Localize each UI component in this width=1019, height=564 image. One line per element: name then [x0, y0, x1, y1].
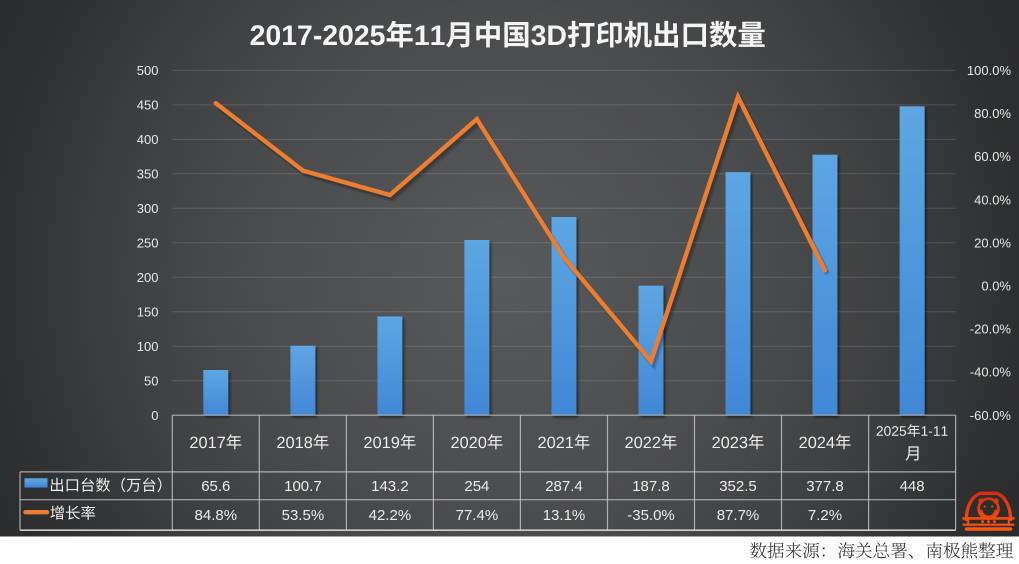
svg-text:254: 254: [464, 478, 489, 495]
svg-text:0.0%: 0.0%: [981, 279, 1011, 294]
svg-text:0: 0: [151, 408, 158, 423]
svg-text:448: 448: [900, 478, 925, 495]
svg-text:-40.0%: -40.0%: [970, 365, 1012, 380]
svg-text:100.0%: 100.0%: [967, 63, 1012, 78]
svg-text:450: 450: [137, 98, 159, 113]
svg-text:300: 300: [137, 201, 159, 216]
svg-text:100: 100: [137, 339, 159, 354]
svg-text:352.5: 352.5: [719, 478, 757, 495]
svg-text:-20.0%: -20.0%: [970, 322, 1012, 337]
svg-text:80.0%: 80.0%: [974, 106, 1011, 121]
svg-text:400: 400: [137, 132, 159, 147]
svg-text:20.0%: 20.0%: [974, 235, 1011, 250]
svg-text:13.1%: 13.1%: [543, 507, 586, 524]
svg-text:250: 250: [137, 235, 159, 250]
svg-text:40.0%: 40.0%: [974, 192, 1011, 207]
svg-text:42.2%: 42.2%: [369, 507, 412, 524]
svg-text:150: 150: [137, 304, 159, 319]
svg-text:350: 350: [137, 166, 159, 181]
svg-text:77.4%: 77.4%: [456, 507, 499, 524]
svg-text:-60.0%: -60.0%: [970, 408, 1012, 423]
svg-text:500: 500: [137, 63, 159, 78]
svg-text:200: 200: [137, 270, 159, 285]
svg-text:187.8: 187.8: [632, 478, 670, 495]
svg-text:143.2: 143.2: [371, 478, 409, 495]
svg-text:84.8%: 84.8%: [195, 507, 238, 524]
svg-text:-35.0%: -35.0%: [627, 507, 675, 524]
svg-text:87.7%: 87.7%: [717, 507, 760, 524]
svg-text:377.8: 377.8: [806, 478, 844, 495]
svg-text:53.5%: 53.5%: [282, 507, 325, 524]
svg-text:7.2%: 7.2%: [808, 507, 842, 524]
svg-text:287.4: 287.4: [545, 478, 583, 495]
svg-text:65.6: 65.6: [201, 478, 230, 495]
svg-text:60.0%: 60.0%: [974, 149, 1011, 164]
svg-text:50: 50: [144, 373, 158, 388]
svg-text:100.7: 100.7: [284, 478, 322, 495]
